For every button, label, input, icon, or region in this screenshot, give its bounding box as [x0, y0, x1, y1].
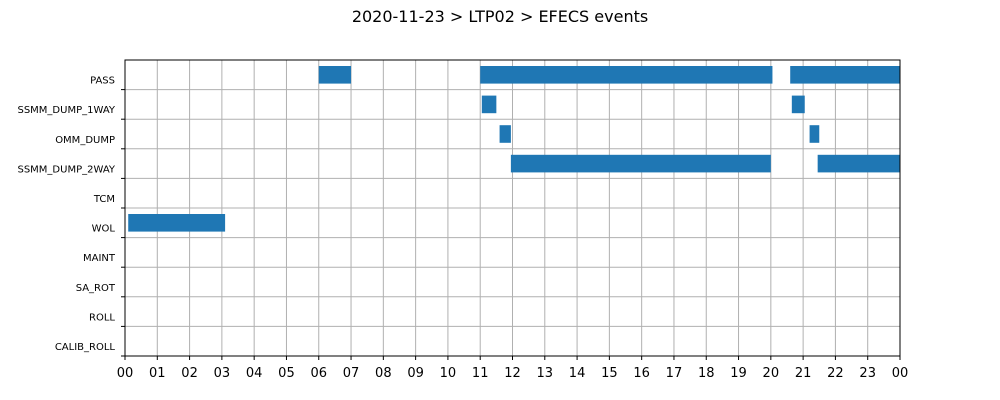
event-bar-omm-dump: [809, 125, 820, 143]
event-bar-omm-dump: [499, 125, 511, 143]
x-tick-label: 16: [633, 366, 650, 381]
y-tick-label: PASS: [90, 76, 115, 87]
x-tick-label: 04: [246, 366, 263, 381]
event-bar-pass: [318, 66, 352, 84]
x-tick-label: 14: [569, 366, 586, 381]
x-tick-label: 10: [440, 366, 457, 381]
y-tick-label: MAINT: [83, 253, 116, 264]
x-tick-label: 02: [181, 366, 198, 381]
chart-title: 2020-11-23 > LTP02 > EFECS events: [352, 7, 648, 26]
y-tick-label: ROLL: [89, 312, 115, 323]
y-tick-label: SSMM_DUMP_1WAY: [17, 105, 115, 116]
event-bar-wol: [128, 214, 226, 232]
y-tick-label: SA_ROT: [76, 283, 116, 294]
x-tick-label: 11: [472, 366, 489, 381]
x-tick-label: 09: [407, 366, 424, 381]
x-tick-label: 01: [149, 366, 166, 381]
x-tick-label: 19: [730, 366, 747, 381]
event-bars: [128, 66, 900, 232]
y-tick-label: TCM: [93, 194, 115, 205]
x-axis: 00 01 02 03 04 05 06 07 08 09 10 11 12 13 14 15 16 17 18 19…: [117, 356, 909, 381]
x-tick-label: 07: [343, 366, 360, 381]
x-tick-label: 06: [310, 366, 327, 381]
plot-frame: [124, 59, 901, 357]
grid: [124, 60, 901, 356]
x-tick-label: 12: [504, 366, 521, 381]
x-tick-label: 22: [827, 366, 844, 381]
x-tick-label: 00: [892, 366, 909, 381]
y-tick-label: OMM_DUMP: [55, 135, 115, 146]
y-axis: PASS SSMM_DUMP_1WAY OMM_DUMP SSMM_DUMP_2WAY…: [17, 76, 125, 357]
event-bar-ssmm-dump-1way: [791, 95, 805, 114]
event-bar-pass: [480, 66, 773, 84]
x-tick-label: 15: [601, 366, 618, 381]
x-tick-label: 13: [537, 366, 554, 381]
y-tick-label: WOL: [92, 224, 116, 235]
x-tick-label: 18: [698, 366, 715, 381]
y-tick-label: CALIB_ROLL: [55, 342, 116, 353]
event-bar-ssmm-dump-2way: [817, 154, 900, 173]
x-tick-label: 23: [859, 366, 876, 381]
x-tick-label: 21: [795, 366, 812, 381]
x-tick-label: 20: [763, 366, 780, 381]
x-tick-label: 08: [375, 366, 392, 381]
event-bar-ssmm-dump-1way: [481, 95, 497, 114]
x-tick-label: 03: [214, 366, 231, 381]
x-tick-label: 05: [278, 366, 295, 381]
event-bar-ssmm-dump-2way: [510, 154, 771, 173]
y-tick-label: SSMM_DUMP_2WAY: [17, 164, 115, 175]
x-tick-label: 00: [117, 366, 134, 381]
x-tick-label: 17: [666, 366, 683, 381]
event-bar-pass: [790, 66, 900, 84]
